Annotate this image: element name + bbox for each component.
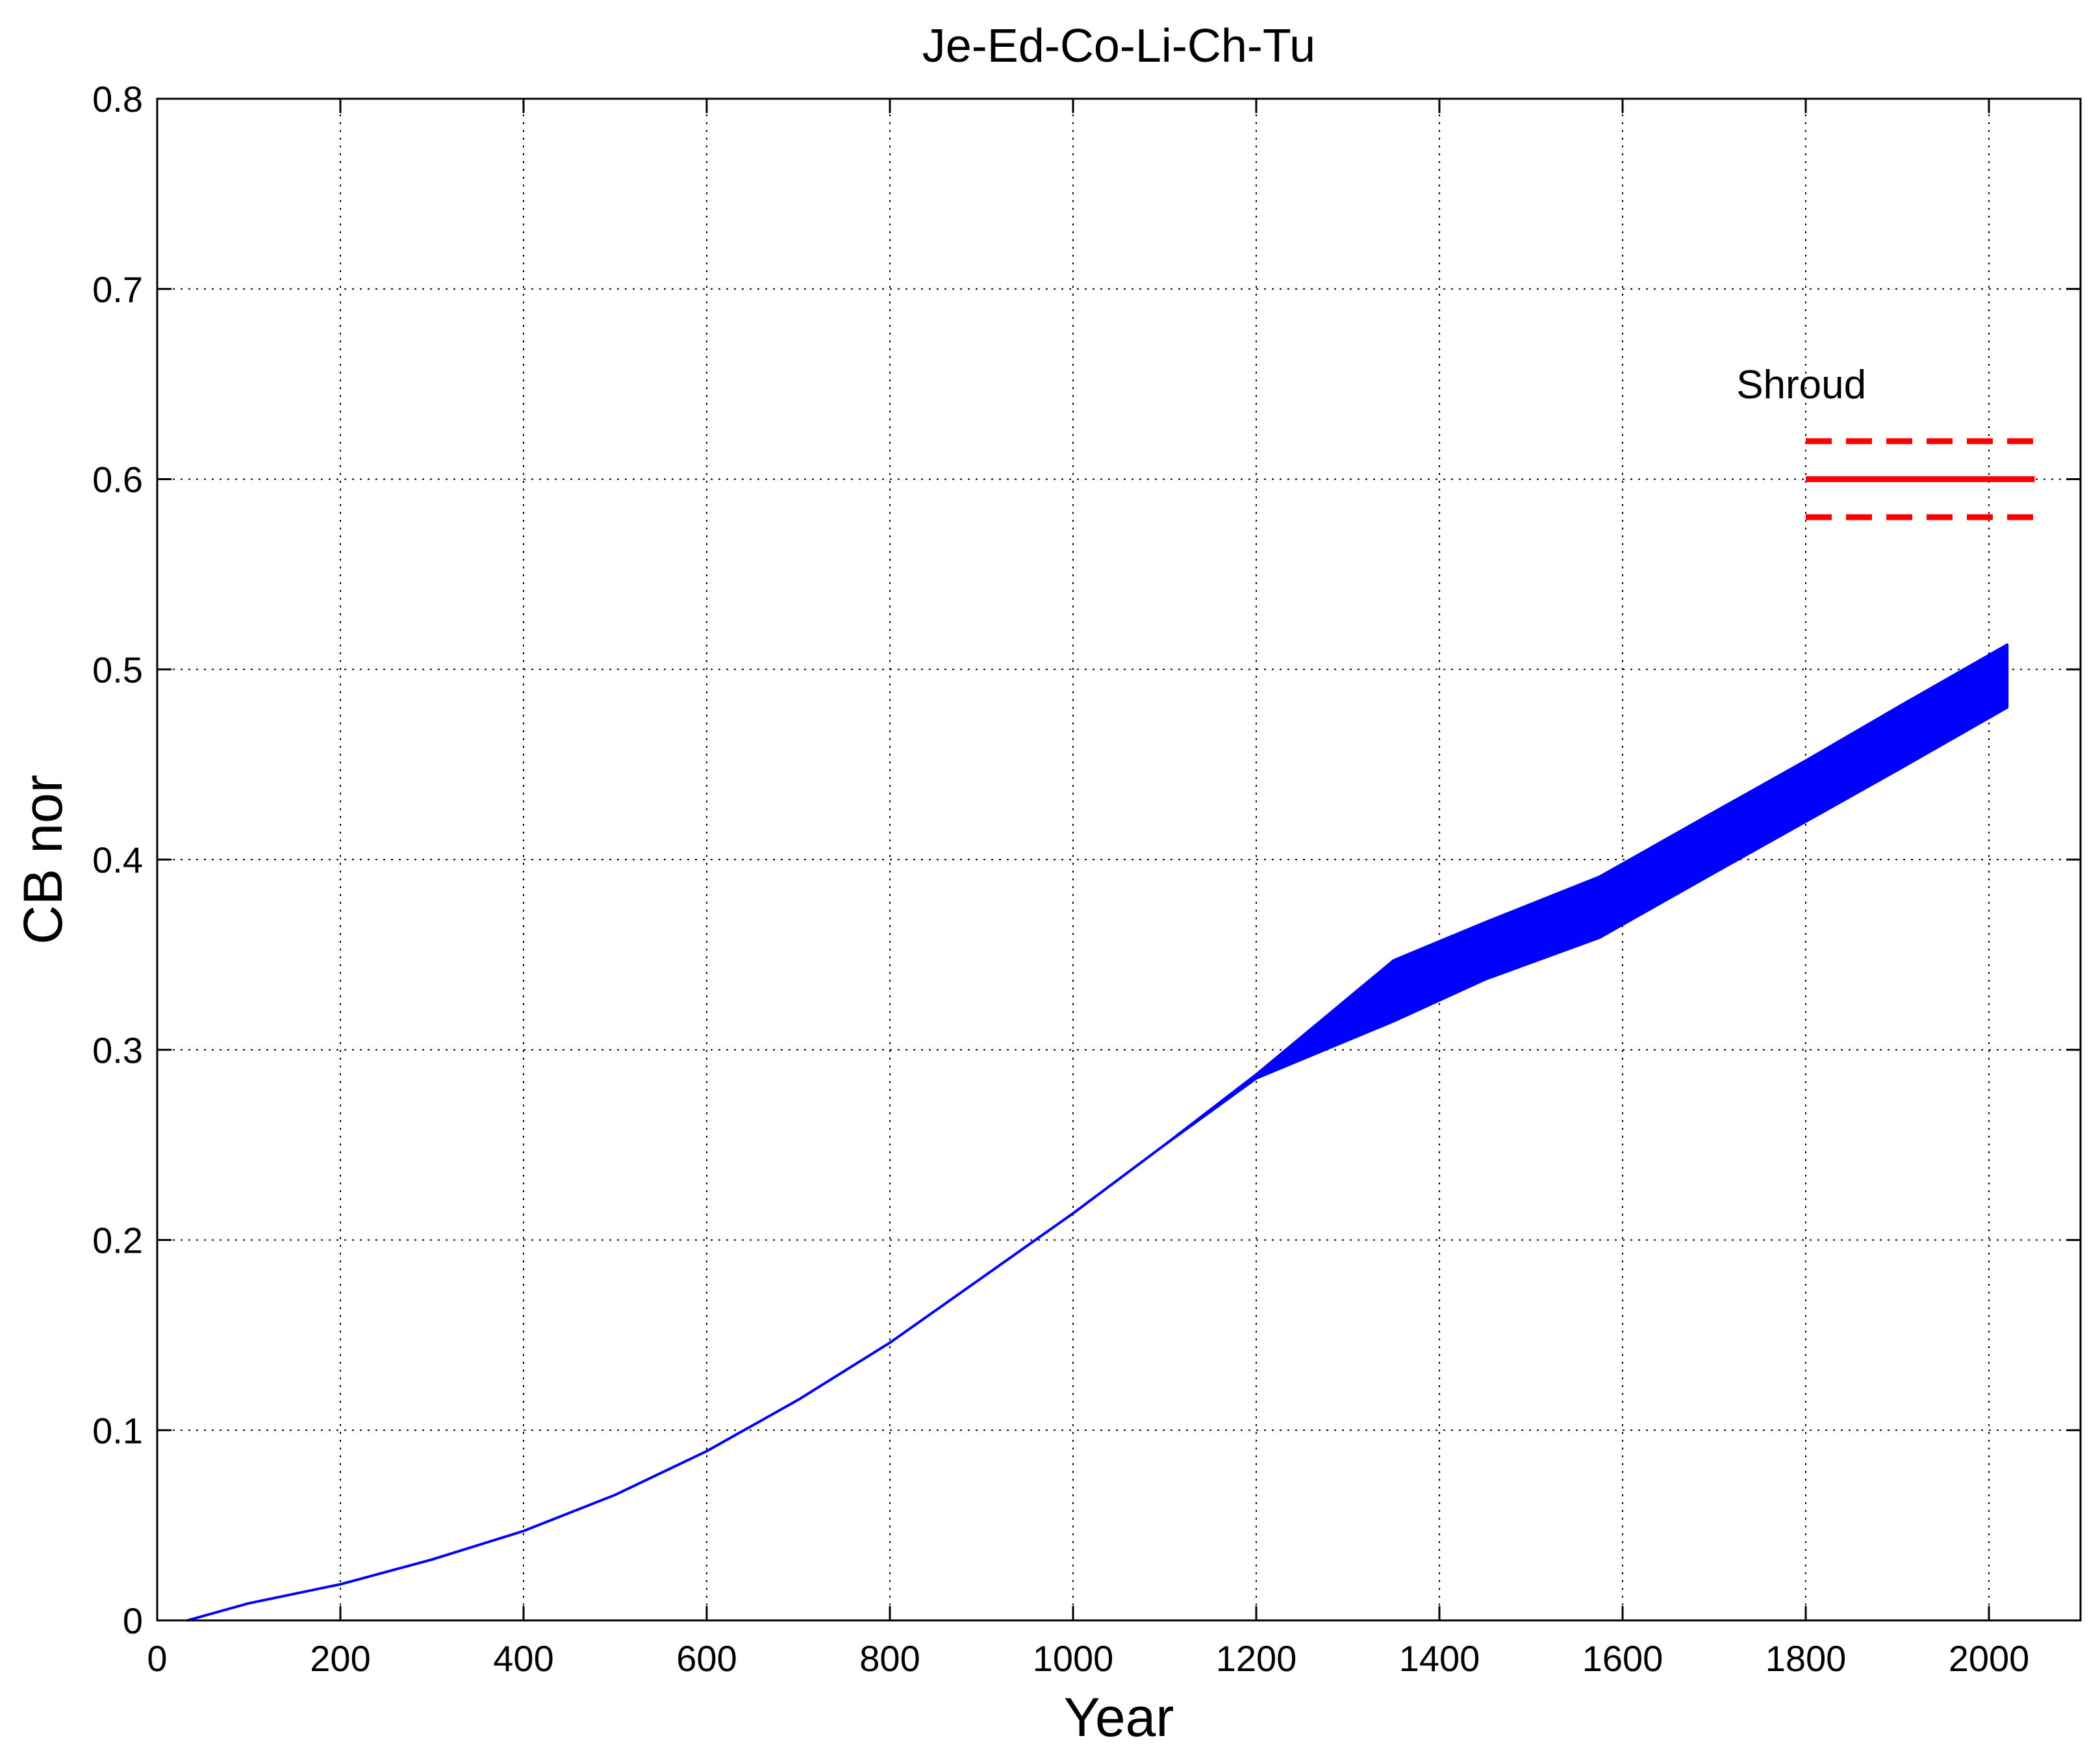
- x-tick-label: 400: [493, 1638, 553, 1679]
- x-tick-label: 1800: [1765, 1638, 1847, 1679]
- y-tick-label: 0.1: [92, 1410, 143, 1451]
- x-tick-label: 1600: [1582, 1638, 1664, 1679]
- x-tick-label: 1400: [1399, 1638, 1480, 1679]
- x-tick-label: 1000: [1033, 1638, 1114, 1679]
- y-tick-label: 0.7: [92, 269, 143, 310]
- plot-data: Shroud: [186, 363, 2035, 1622]
- y-tick-label: 0.2: [92, 1220, 143, 1261]
- x-tick-label: 800: [859, 1638, 920, 1679]
- x-tick-label: 0: [147, 1638, 167, 1679]
- y-tick-label: 0: [123, 1600, 143, 1641]
- x-tick-label: 200: [310, 1638, 370, 1679]
- annotation-label: Shroud: [1736, 363, 1866, 407]
- y-tick-label: 0.5: [92, 649, 143, 690]
- y-tick-label: 0.8: [92, 79, 143, 120]
- y-tick-label: 0.6: [92, 459, 143, 500]
- grid: [157, 99, 2081, 1620]
- ticks: 0 200 400 600 800 1000 1200 1400 1600 1800 2000 0 0.…: [92, 79, 2081, 1679]
- chart-title: Je-Ed-Co-Li-Ch-Tu: [922, 20, 1315, 72]
- y-axis-label: CB nor: [12, 774, 73, 944]
- y-tick-label: 0.4: [92, 839, 143, 880]
- x-tick-label: 600: [676, 1638, 737, 1679]
- x-tick-label: 1200: [1216, 1638, 1297, 1679]
- x-axis-label: Year: [1064, 1687, 1174, 1748]
- x-tick-label: 2000: [1949, 1638, 2030, 1679]
- y-tick-label: 0.3: [92, 1030, 143, 1071]
- series-band: [186, 643, 2009, 1622]
